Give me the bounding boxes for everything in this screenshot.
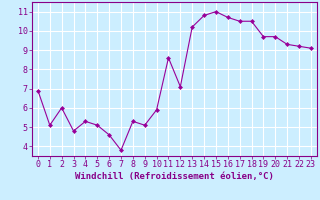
X-axis label: Windchill (Refroidissement éolien,°C): Windchill (Refroidissement éolien,°C)	[75, 172, 274, 181]
